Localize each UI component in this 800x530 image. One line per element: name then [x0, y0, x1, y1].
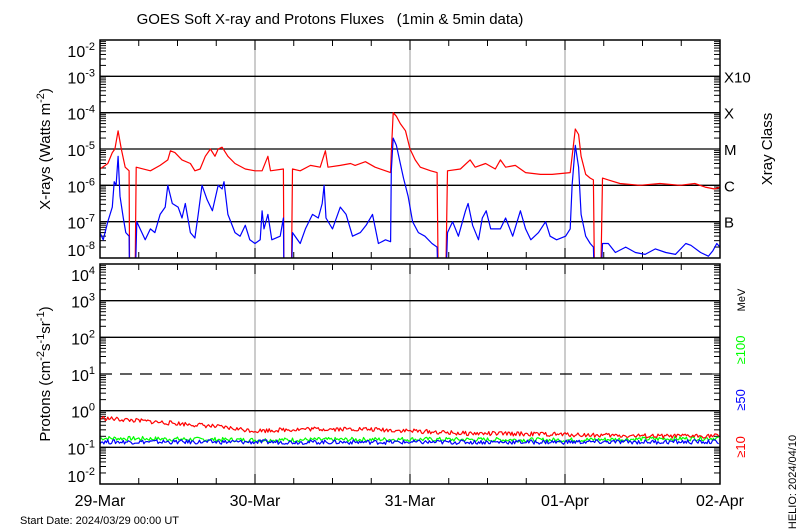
xray-series-group [100, 112, 720, 258]
y-tick-label: 10-2 [67, 41, 95, 61]
proton-y-axis-title: Protons (cm-2s-1sr-1) [35, 306, 54, 441]
xray-class-label: X10 [724, 69, 751, 86]
tick-exponent: -2 [85, 41, 95, 53]
tick-base: 10 [67, 143, 85, 160]
tick-exponent: 2 [89, 328, 95, 340]
legend-ge50: ≥50 [733, 389, 748, 411]
y-tick-label: 10-3 [67, 67, 95, 87]
chart-title: GOES Soft X-ray and Protons Fluxes (1min… [137, 11, 524, 28]
y-tick-label: 100 [71, 402, 95, 422]
tick-exponent: -2 [85, 466, 95, 478]
proton-series-2 [100, 416, 720, 439]
proton-series-1 [100, 439, 720, 445]
tick-exponent: -7 [85, 213, 95, 225]
tick-base: 10 [67, 70, 85, 87]
y-tick-label: 103 [71, 292, 95, 312]
xray-series-0 [100, 112, 720, 258]
tick-exponent: 1 [89, 365, 95, 377]
y-tick-label: 102 [71, 328, 95, 348]
tick-base: 10 [67, 469, 85, 486]
x-tick-label: 31-Mar [385, 493, 436, 510]
tick-base: 10 [67, 179, 85, 196]
tick-exponent: -6 [85, 176, 95, 188]
legend-ge100: ≥100 [733, 336, 748, 365]
xray-class-axis-title: Xray Class [759, 113, 776, 186]
tick-base: 10 [71, 405, 89, 422]
tick-exponent: 3 [89, 292, 95, 304]
y-tick-label: 10-8 [67, 240, 95, 260]
y-tick-label: 10-5 [67, 140, 95, 160]
tick-base: 10 [71, 368, 89, 385]
xray-class-label: X [724, 106, 734, 123]
xray-y-axis-title: X-rays (Watts m-2) [35, 88, 54, 210]
y-tick-label: 10-7 [67, 213, 95, 233]
y-tick-label: 10-1 [67, 438, 95, 458]
tick-base: 10 [71, 331, 89, 348]
xray-class-label: C [724, 178, 735, 195]
tick-base: 10 [67, 44, 85, 61]
tick-exponent: 4 [89, 265, 95, 277]
y-tick-label: 10-4 [67, 104, 95, 124]
tick-base: 10 [67, 216, 85, 233]
tick-exponent: -1 [85, 438, 95, 450]
tick-base: 10 [67, 107, 85, 124]
tick-exponent: -4 [85, 104, 95, 116]
tick-base: 10 [67, 441, 85, 458]
tick-base: 10 [71, 268, 89, 285]
start-date-label: Start Date: 2024/03/29 00:00 UT [20, 515, 179, 527]
xray-class-label: M [724, 142, 737, 159]
x-tick-label: 29-Mar [75, 493, 126, 510]
y-tick-label: 104 [71, 265, 95, 285]
proton-series-0 [100, 435, 719, 443]
tick-exponent: 0 [89, 402, 95, 414]
y-tick-label: 101 [71, 365, 95, 385]
xray-series-1 [100, 137, 720, 258]
tick-exponent: -8 [85, 240, 95, 252]
y-tick-label: 10-6 [67, 176, 95, 196]
proton-plot-frame [99, 263, 721, 485]
helio-date-label: HELIO: 2024/04/10 [787, 435, 799, 529]
proton-series-group [100, 416, 720, 445]
x-tick-label: 01-Apr [541, 493, 590, 510]
x-tick-label: 30-Mar [230, 493, 281, 510]
tick-exponent: -5 [85, 140, 95, 152]
x-tick-label: 02-Apr [696, 493, 745, 510]
xray-class-label: B [724, 215, 734, 232]
tick-base: 10 [67, 243, 85, 260]
xray-plot-frame [99, 39, 721, 259]
tick-exponent: -3 [85, 67, 95, 79]
tick-base: 10 [71, 295, 89, 312]
legend-ge10: ≥10 [733, 436, 748, 458]
energy-unit-label: MeV [736, 288, 748, 311]
y-tick-label: 10-2 [67, 466, 95, 486]
